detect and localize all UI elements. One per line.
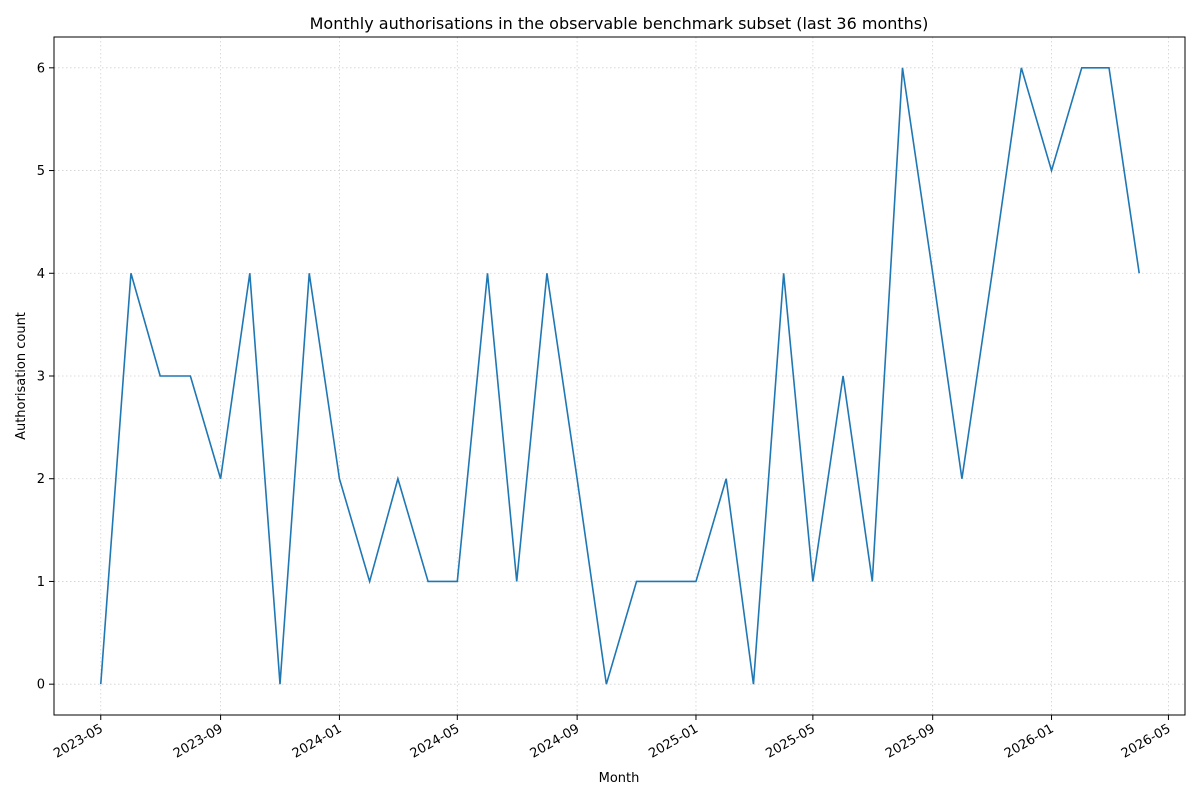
y-tick-label: 1 <box>37 575 45 590</box>
y-tick-label: 4 <box>37 267 45 282</box>
chart-title: Monthly authorisations in the observable… <box>310 14 929 33</box>
y-tick-label: 6 <box>37 61 45 76</box>
y-axis-title: Authorisation count <box>14 312 29 440</box>
series-layer <box>99 67 1141 685</box>
x-axis-title: Month <box>599 771 640 786</box>
y-tick-label: 2 <box>37 472 45 487</box>
y-tick-label: 3 <box>37 370 45 385</box>
y-axis: 0 1 2 3 4 5 6 <box>37 61 54 693</box>
y-tick-label: 0 <box>37 678 45 693</box>
grid <box>54 37 1185 715</box>
series-line-1 <box>99 67 1141 685</box>
y-tick-label: 5 <box>37 164 45 179</box>
